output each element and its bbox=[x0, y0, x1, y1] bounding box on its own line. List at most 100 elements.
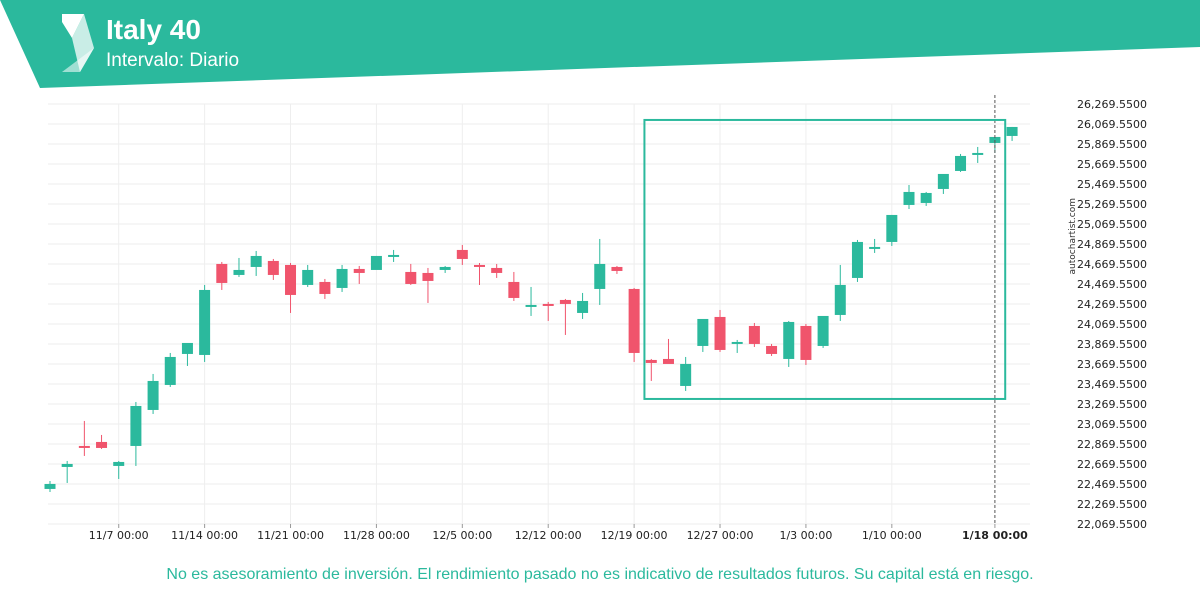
y-tick-label: 25,869.5500 bbox=[1077, 138, 1147, 151]
candle-bullish bbox=[886, 214, 898, 246]
y-tick-label: 23,869.5500 bbox=[1077, 338, 1147, 351]
candle-bullish bbox=[955, 153, 967, 172]
candles bbox=[44, 126, 1018, 492]
watermark-label: autochartist.com bbox=[1068, 198, 1078, 274]
candle-bullish bbox=[972, 146, 984, 163]
candle-bearish bbox=[800, 323, 812, 365]
y-tick-label: 24,669.5500 bbox=[1077, 258, 1147, 271]
candle-bearish bbox=[645, 358, 657, 381]
y-tick-label: 23,469.5500 bbox=[1077, 378, 1147, 391]
candle-bearish bbox=[474, 262, 485, 285]
y-tick-label: 25,269.5500 bbox=[1077, 198, 1147, 211]
x-tick-label: 12/12 00:00 bbox=[515, 529, 582, 542]
y-tick-label: 25,469.5500 bbox=[1077, 178, 1147, 191]
candle-bearish bbox=[662, 338, 674, 364]
y-tick-label: 22,669.5500 bbox=[1077, 458, 1147, 471]
candle-bullish bbox=[1006, 126, 1018, 141]
candle-bullish bbox=[130, 401, 142, 466]
candle-bullish bbox=[783, 320, 795, 367]
candle-bearish bbox=[353, 265, 365, 284]
candle-bullish bbox=[937, 173, 949, 194]
candle-bullish bbox=[817, 315, 829, 348]
candle-bullish bbox=[525, 286, 537, 316]
candle-bullish bbox=[147, 373, 159, 414]
x-tick-label: 1/3 00:00 bbox=[779, 529, 832, 542]
candle-bullish bbox=[577, 292, 589, 319]
y-tick-label: 26,269.5500 bbox=[1077, 98, 1147, 111]
candle-bearish bbox=[508, 271, 520, 301]
candle-bullish bbox=[302, 264, 314, 287]
candle-bearish bbox=[78, 420, 90, 456]
x-tick-label: 1/18 00:00 bbox=[962, 529, 1028, 542]
x-tick-label: 12/19 00:00 bbox=[601, 529, 668, 542]
candle-bullish bbox=[851, 239, 863, 282]
candle-bearish bbox=[216, 261, 228, 290]
candle-bullish bbox=[594, 238, 606, 305]
candlestick-chart: 26,269.5500 26,069.5500 25,869.5500 25,669.… bbox=[44, 95, 1147, 542]
y-tick-label: 24,469.5500 bbox=[1077, 278, 1147, 291]
autochartist-logo-icon bbox=[62, 14, 94, 72]
y-tick-label: 23,269.5500 bbox=[1077, 398, 1147, 411]
candle-bearish bbox=[267, 258, 279, 280]
candle-bullish bbox=[181, 342, 193, 366]
candle-bullish bbox=[336, 264, 348, 292]
x-tick-label: 1/10 00:00 bbox=[862, 529, 922, 542]
candle-bullish bbox=[680, 356, 692, 391]
y-tick-label: 24,069.5500 bbox=[1077, 318, 1147, 331]
candle-bearish bbox=[766, 343, 778, 356]
y-tick-label: 24,269.5500 bbox=[1077, 298, 1147, 311]
candle-bearish bbox=[611, 265, 623, 274]
risk-disclaimer: No es asesoramiento de inversión. El ren… bbox=[166, 566, 1034, 583]
header-band bbox=[0, 0, 1200, 88]
x-tick-label: 11/14 00:00 bbox=[171, 529, 238, 542]
candle-bullish bbox=[834, 264, 846, 321]
y-tick-label: 24,869.5500 bbox=[1077, 238, 1147, 251]
y-tick-label: 22,269.5500 bbox=[1077, 498, 1147, 511]
candle-bullish bbox=[164, 352, 176, 387]
y-tick-label: 25,069.5500 bbox=[1077, 218, 1147, 231]
candle-bullish bbox=[44, 480, 56, 492]
candle-bearish bbox=[491, 263, 503, 278]
x-tick-label: 11/28 00:00 bbox=[343, 529, 410, 542]
y-tick-label: 25,669.5500 bbox=[1077, 158, 1147, 171]
candle-bearish bbox=[285, 262, 297, 313]
x-tick-label: 12/5 00:00 bbox=[432, 529, 492, 542]
instrument-title: Italy 40 bbox=[106, 14, 201, 45]
candle-bullish bbox=[113, 460, 125, 479]
pattern-highlight-box bbox=[643, 118, 1007, 400]
candle-bearish bbox=[628, 287, 640, 362]
candle-bullish bbox=[61, 460, 73, 483]
candle-bullish bbox=[233, 257, 245, 277]
x-axis: 11/7 00:00 11/14 00:00 11/21 00:00 11/28 00… bbox=[89, 524, 1028, 542]
candle-bullish bbox=[388, 249, 400, 262]
y-tick-label: 23,669.5500 bbox=[1077, 358, 1147, 371]
y-tick-label: 26,069.5500 bbox=[1077, 118, 1147, 131]
interval-subtitle: Intervalo: Diario bbox=[106, 50, 240, 71]
candle-bullish bbox=[199, 284, 211, 362]
candle-bullish bbox=[697, 318, 709, 352]
candle-bullish bbox=[920, 191, 932, 206]
candle-bearish bbox=[714, 309, 726, 352]
candle-bearish bbox=[422, 267, 434, 303]
candle-bearish bbox=[405, 263, 417, 285]
grid-lines bbox=[48, 103, 1030, 525]
candle-bearish bbox=[559, 298, 571, 335]
candle-bullish bbox=[731, 339, 743, 353]
candle-bearish bbox=[748, 322, 760, 347]
y-axis: 26,269.5500 26,069.5500 25,869.5500 25,669.… bbox=[1077, 98, 1147, 531]
candle-bullish bbox=[250, 250, 262, 276]
candle-bearish bbox=[96, 434, 108, 449]
x-tick-label: 11/21 00:00 bbox=[257, 529, 324, 542]
candle-bullish bbox=[869, 238, 881, 253]
y-tick-label: 22,869.5500 bbox=[1077, 438, 1147, 451]
y-tick-label: 22,069.5500 bbox=[1077, 518, 1147, 531]
candle-bullish bbox=[903, 184, 915, 209]
header-banner bbox=[0, 0, 1200, 88]
y-tick-label: 23,069.5500 bbox=[1077, 418, 1147, 431]
x-tick-label: 11/7 00:00 bbox=[89, 529, 149, 542]
candle-bullish bbox=[370, 255, 382, 270]
markers bbox=[643, 95, 1007, 524]
y-tick-label: 22,469.5500 bbox=[1077, 478, 1147, 491]
candle-bearish bbox=[319, 278, 331, 299]
candle-bearish bbox=[456, 244, 468, 265]
